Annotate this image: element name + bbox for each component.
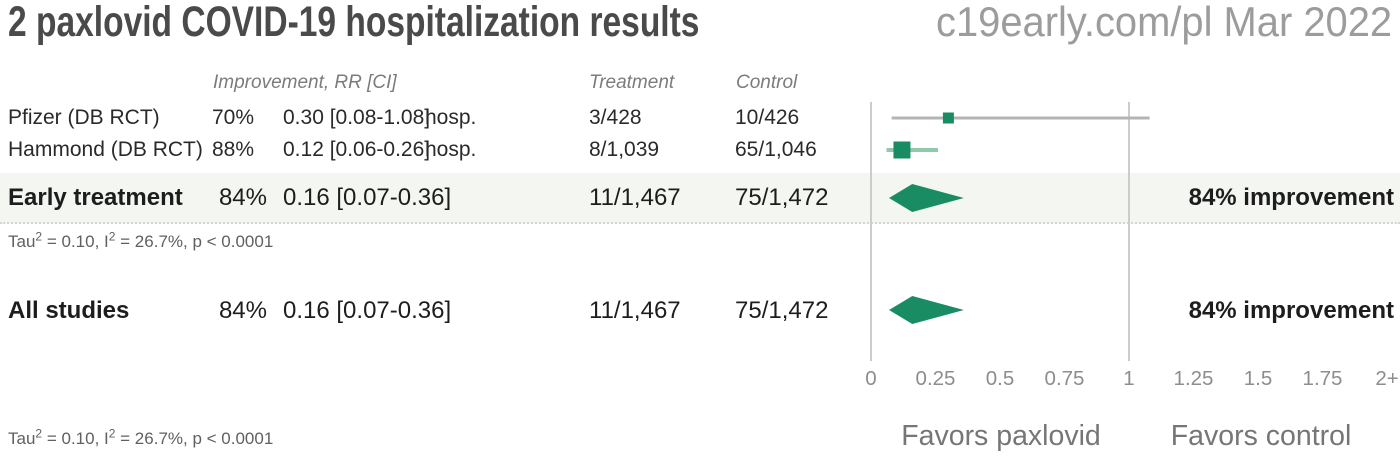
summary-rr-ci: 0.16 [0.07-0.36] (283, 184, 452, 211)
early-treatment-band (0, 173, 1400, 224)
tau-superscript: 2 (35, 229, 43, 244)
tau-superscript: 2 (108, 426, 116, 441)
study-treatment-events: 3/428 (589, 106, 642, 129)
tau-text: Tau (8, 429, 36, 448)
summary-annotation: 84% improvement (1188, 184, 1394, 211)
page-title: 2 paxlovid COVID-19 hospitalization resu… (8, 0, 700, 46)
favors-right-label: Favors control (1170, 420, 1352, 452)
tau-text: = 0.10, I (42, 429, 109, 448)
tau-text: Tau (8, 232, 36, 251)
source-link[interactable]: c19early.com/pl Mar 2022 (935, 0, 1392, 45)
axis-tick-1.75: 1.75 (1302, 367, 1343, 390)
summary-improvement: 84% (218, 184, 267, 211)
column-header-control: Control (736, 72, 798, 93)
summary-diamond (889, 296, 964, 324)
study-control-events: 65/1,046 (735, 138, 817, 161)
tau-superscript: 2 (108, 229, 116, 244)
tau-superscript: 2 (35, 426, 43, 441)
summary-treatment-events: 11/1,467 (589, 297, 681, 324)
axis-tick-2+: 2+ (1375, 367, 1399, 390)
axis-tick-0.75: 0.75 (1044, 367, 1085, 390)
summary-annotation: 84% improvement (1188, 297, 1394, 324)
study-rr-ci: 0.30 [0.08-1.08] (283, 106, 431, 129)
summary-rr-ci: 0.16 [0.07-0.36] (283, 297, 452, 324)
summary-name: All studies (8, 297, 130, 324)
favors-left-label: Favors paxlovid (901, 420, 1101, 452)
study-improvement: 88% (211, 138, 254, 161)
tau-text: = 0.10, I (42, 232, 109, 251)
study-improvement: 70% (211, 106, 254, 129)
study-name[interactable]: Hammond (DB RCT) (8, 138, 203, 161)
heterogeneity-note: Tau2 = 0.10, I2 = 26.7%, p < 0.0001 (8, 426, 274, 449)
column-header-improvement: Improvement, RR [CI] (213, 72, 397, 93)
point-estimate-square (942, 112, 954, 124)
axis-tick-1.5: 1.5 (1243, 367, 1273, 390)
axis-tick-0.5: 0.5 (985, 367, 1015, 390)
summary-treatment-events: 11/1,467 (589, 184, 681, 211)
summary-control-events: 75/1,472 (735, 184, 829, 211)
heterogeneity-note: Tau2 = 0.10, I2 = 26.7%, p < 0.0001 (8, 229, 274, 252)
axis-tick-1: 1 (1123, 367, 1135, 390)
summary-improvement: 84% (218, 297, 267, 324)
study-outcome: hosp. (425, 138, 477, 161)
study-name[interactable]: Pfizer (DB RCT) (8, 106, 160, 129)
point-estimate-square (893, 141, 911, 159)
axis-tick-0.25: 0.25 (915, 367, 956, 390)
study-rr-ci: 0.12 [0.06-0.26] (283, 138, 431, 161)
tau-text: = 26.7%, p < 0.0001 (115, 232, 274, 251)
study-control-events: 10/426 (735, 106, 800, 129)
study-treatment-events: 8/1,039 (589, 138, 660, 161)
axis-tick-0: 0 (865, 367, 877, 390)
summary-control-events: 75/1,472 (735, 297, 829, 324)
column-header-treatment: Treatment (589, 72, 675, 93)
axis-tick-1.25: 1.25 (1173, 367, 1214, 390)
tau-text: = 26.7%, p < 0.0001 (115, 429, 274, 448)
study-outcome: hosp. (425, 106, 477, 129)
summary-name: Early treatment (8, 184, 183, 211)
